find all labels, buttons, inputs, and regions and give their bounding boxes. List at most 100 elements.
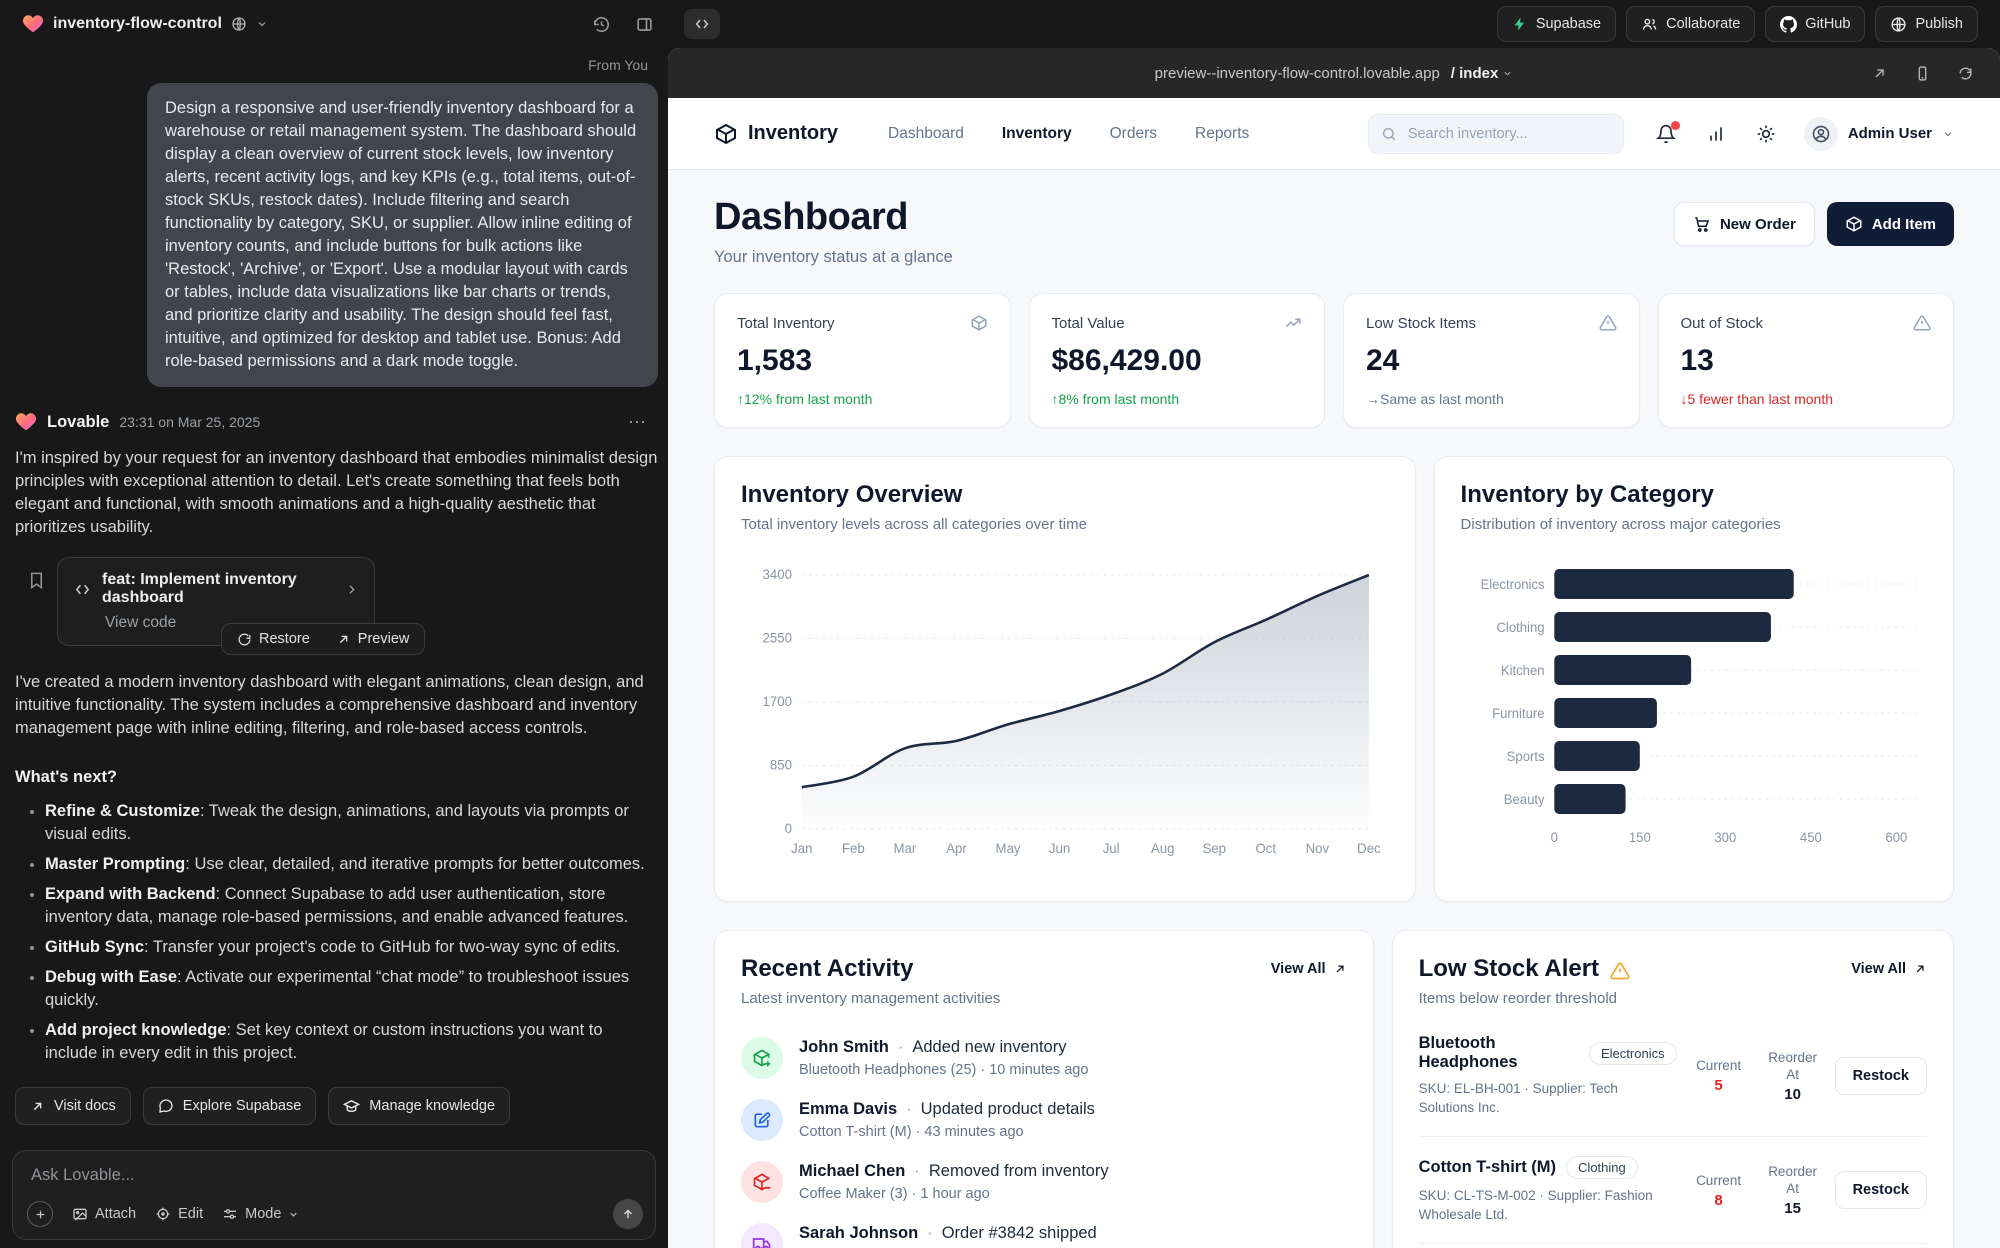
activity-detail: Coffee Maker (3) · 1 hour ago	[799, 1186, 990, 1202]
chevron-down-icon[interactable]	[1502, 68, 1513, 79]
nav-dashboard[interactable]: Dashboard	[888, 124, 964, 142]
search-box[interactable]	[1367, 113, 1624, 154]
current-label: Current	[1696, 1172, 1742, 1188]
publish-button[interactable]: Publish	[1875, 6, 1978, 42]
svg-text:450: 450	[1799, 830, 1821, 845]
chevron-down-icon	[288, 1209, 299, 1220]
preview-path: / index	[1450, 64, 1499, 82]
refresh-icon[interactable]	[1957, 65, 1974, 82]
view-all-link[interactable]: View All	[1271, 961, 1347, 977]
restock-button[interactable]: Restock	[1834, 1056, 1927, 1095]
activity-row: Sarah Johnson·Order #3842 shipped Desk L…	[741, 1213, 1347, 1248]
browser-chrome: preview--inventory-flow-control.lovable.…	[668, 48, 2000, 98]
reorder-label: Reorder At	[1768, 1164, 1817, 1196]
analytics-icon[interactable]	[1706, 124, 1726, 144]
notifications-button[interactable]	[1655, 120, 1680, 144]
explore-supabase-button[interactable]: Explore Supabase	[142, 1087, 317, 1125]
activity-action: Order #3842 shipped	[941, 1224, 1097, 1242]
new-order-label: New Order	[1719, 215, 1796, 233]
chat-bubble-icon	[158, 1098, 174, 1114]
github-button[interactable]: GitHub	[1765, 6, 1866, 42]
separator: ·	[927, 1224, 933, 1242]
theme-toggle-sun-icon[interactable]	[1756, 124, 1776, 144]
search-input[interactable]	[1405, 124, 1611, 143]
app-navbar: Inventory Dashboard Inventory Orders Rep…	[668, 98, 2000, 170]
svg-text:Electronics: Electronics	[1480, 577, 1544, 592]
visit-docs-button[interactable]: Visit docs	[15, 1087, 131, 1125]
panel-toggle-icon[interactable]	[635, 15, 654, 34]
user-name: Admin User	[1847, 125, 1932, 142]
preview-label: Preview	[357, 631, 410, 647]
svg-text:300: 300	[1714, 830, 1736, 845]
category-badge: Electronics	[1589, 1041, 1677, 1065]
nav-reports[interactable]: Reports	[1195, 124, 1250, 142]
user-menu[interactable]: Admin User	[1803, 116, 1954, 151]
restock-button[interactable]: Restock	[1834, 1171, 1927, 1209]
reorder-label: Reorder At	[1768, 1049, 1817, 1082]
add-item-label: Add Item	[1871, 215, 1936, 233]
preview-button[interactable]: Preview	[336, 631, 410, 647]
kpi-value: 24	[1366, 344, 1400, 377]
history-icon[interactable]	[592, 15, 611, 34]
send-button[interactable]	[613, 1199, 643, 1229]
card-title: Low Stock Alert	[1418, 955, 1600, 982]
code-view-button[interactable]	[684, 9, 720, 39]
project-menu[interactable]: inventory-flow-control	[22, 13, 268, 35]
activity-row: Emma Davis · Updated product details Cotto…	[741, 1089, 1347, 1151]
chat-scroll-area[interactable]: From You Design a responsive and user-fr…	[15, 48, 658, 1146]
attach-button[interactable]: Attach	[72, 1206, 136, 1222]
from-you-label: From You	[588, 57, 648, 73]
restore-button[interactable]: Restore	[237, 631, 310, 647]
collaborate-button[interactable]: Collaborate	[1626, 6, 1756, 42]
version-title: feat: Implement inventory dashboard	[102, 571, 297, 606]
project-name[interactable]: inventory-flow-control	[53, 15, 222, 32]
supabase-button[interactable]: Supabase	[1496, 6, 1617, 42]
app-brand[interactable]: Inventory	[714, 122, 838, 146]
add-attachment-button[interactable]	[27, 1201, 53, 1227]
mode-selector[interactable]: Mode	[222, 1206, 299, 1222]
alert-triangle-icon	[1913, 314, 1931, 332]
svg-text:150: 150	[1628, 830, 1650, 845]
kpi-low-stock: Low Stock Items 24 →Same as last month	[1343, 293, 1640, 428]
svg-text:3400: 3400	[763, 567, 792, 582]
view-all-link[interactable]: View All	[1851, 961, 1927, 977]
kpi-delta: ↑12% from last month	[737, 391, 873, 407]
github-label: GitHub	[1805, 16, 1851, 32]
chat-input-box[interactable]: Attach Edit Mode	[12, 1150, 656, 1240]
chat-input[interactable]	[29, 1165, 643, 1186]
new-order-button[interactable]: New Order	[1673, 202, 1815, 246]
open-in-new-icon[interactable]	[1871, 65, 1888, 82]
package-icon	[1845, 215, 1863, 233]
inventory-by-category-chart: Electronics Clothing Kitchen Furniture Sport…	[1480, 569, 1920, 845]
svg-text:1700: 1700	[763, 694, 792, 709]
svg-text:Beauty: Beauty	[1503, 792, 1544, 807]
svg-text:Oct: Oct	[1256, 841, 1277, 856]
card-subtitle: Latest inventory management activities	[741, 990, 1001, 1007]
chevron-down-icon[interactable]	[256, 18, 268, 30]
message-menu-icon[interactable]: ⋯	[628, 411, 648, 432]
sliders-icon	[222, 1206, 238, 1222]
bookmark-icon[interactable]	[27, 571, 46, 590]
edit-button[interactable]: Edit	[155, 1206, 203, 1222]
package-icon	[970, 314, 988, 332]
url-bar[interactable]: preview--inventory-flow-control.lovable.…	[1155, 65, 1514, 82]
low-stock-row: Bluetooth Headphones Electronics SKU: EL-…	[1418, 1015, 1927, 1137]
svg-text:Jun: Jun	[1049, 841, 1070, 856]
mobile-view-icon[interactable]	[1914, 65, 1931, 82]
low-stock-row: Cotton T-shirt (M) Clothing SKU: CL-TS-M-…	[1418, 1137, 1927, 1244]
manage-knowledge-button[interactable]: Manage knowledge	[328, 1087, 511, 1125]
nav-orders[interactable]: Orders	[1109, 124, 1157, 142]
current-value: 8	[1714, 1191, 1723, 1209]
view-all-label: View All	[1270, 961, 1326, 977]
card-title: Inventory Overview	[741, 481, 963, 508]
nav-inventory[interactable]: Inventory	[1001, 124, 1072, 142]
list-item: Refine & Customize: Tweak the design, an…	[45, 800, 658, 846]
visibility-globe-icon	[231, 16, 247, 32]
separator: ·	[906, 1100, 912, 1118]
activity-user: Michael Chen	[799, 1162, 906, 1180]
activity-row: Michael Chen · Removed from inventory Coff…	[741, 1151, 1347, 1213]
svg-text:Nov: Nov	[1306, 841, 1330, 856]
add-item-button[interactable]: Add Item	[1826, 202, 1954, 246]
view-code-link[interactable]: View code	[105, 614, 177, 631]
chevron-right-icon	[345, 583, 358, 596]
